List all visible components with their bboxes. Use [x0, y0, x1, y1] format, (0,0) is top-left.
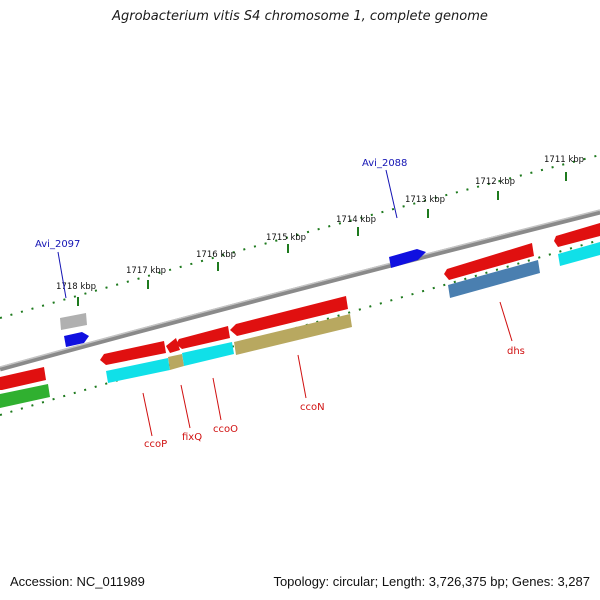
- scale-label-1716: 1716 kbp: [196, 250, 236, 260]
- label-ccoO[interactable]: ccoO: [213, 424, 238, 435]
- cog-bar-ccoN: [234, 314, 352, 355]
- gene-avi-2088[interactable]: [389, 249, 426, 268]
- accession-text: Accession: NC_011989: [10, 574, 145, 589]
- cog-bar-right: [558, 242, 600, 266]
- gene-left-red[interactable]: [0, 367, 46, 390]
- cog-bar-ccoP: [106, 358, 170, 383]
- label-avi-2088[interactable]: Avi_2088: [362, 158, 407, 169]
- gene-avi-2097[interactable]: [64, 332, 89, 347]
- gene-ccoN[interactable]: [230, 296, 348, 336]
- scale-label-1711: 1711 kbp: [544, 155, 584, 165]
- cog-bar-ccoO: [182, 342, 234, 366]
- cog-bar-fixQ: [168, 354, 184, 370]
- chromosome-backbone-highlight: [0, 209, 600, 368]
- scale-label-1718: 1718 kbp: [56, 282, 96, 292]
- gene-right-red[interactable]: [554, 223, 600, 247]
- chromosome-backbone: [0, 209, 600, 372]
- major-ticks: [77, 172, 567, 306]
- scale-label-1713: 1713 kbp: [405, 195, 445, 205]
- gene-fixQ[interactable]: [166, 338, 180, 353]
- label-ccoP[interactable]: ccoP: [144, 439, 167, 450]
- map-title: Agrobacterium vitis S4 chromosome 1, com…: [112, 9, 488, 24]
- scale-label-1712: 1712 kbp: [475, 177, 515, 187]
- cog-bar-dhs: [448, 260, 540, 298]
- gene-ccoP[interactable]: [100, 341, 166, 365]
- gene-ccoO[interactable]: [176, 326, 230, 349]
- scale-label-1717: 1717 kbp: [126, 266, 166, 276]
- cog-bar-green: [0, 384, 50, 408]
- label-ccoN[interactable]: ccoN: [300, 402, 325, 413]
- gene-gray-small[interactable]: [60, 313, 87, 330]
- gene-dhs[interactable]: [444, 243, 534, 280]
- callout-lines: [57, 169, 513, 437]
- genome-summary-text: Topology: circular; Length: 3,726,375 bp…: [273, 574, 590, 589]
- label-fixQ[interactable]: fixQ: [182, 432, 202, 443]
- scale-label-1714: 1714 kbp: [336, 215, 376, 225]
- label-dhs[interactable]: dhs: [507, 346, 525, 357]
- label-avi-2097[interactable]: Avi_2097: [35, 239, 80, 250]
- scale-label-1715: 1715 kbp: [266, 233, 306, 243]
